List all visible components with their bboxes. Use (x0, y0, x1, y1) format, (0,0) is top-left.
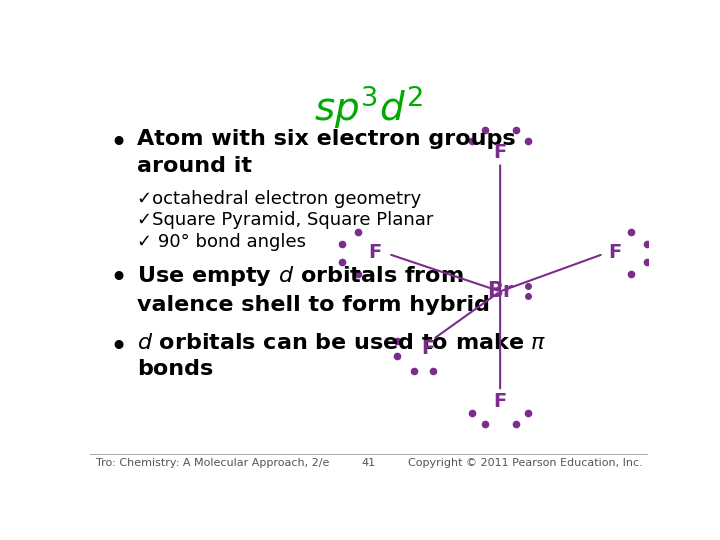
Text: F: F (608, 243, 621, 262)
Text: Atom with six electron groups
around it: Atom with six electron groups around it (138, 129, 516, 176)
Text: $d$ orbitals can be used to make $\pi$
bonds: $d$ orbitals can be used to make $\pi$ b… (138, 333, 547, 380)
Text: F: F (493, 392, 507, 411)
Text: •: • (109, 129, 127, 158)
Text: F: F (493, 143, 507, 161)
Text: F: F (368, 243, 381, 262)
Text: ✓Square Pyramid, Square Planar: ✓Square Pyramid, Square Planar (138, 211, 434, 229)
Text: •: • (109, 265, 127, 293)
Text: Use empty $d$ orbitals from
valence shell to form hybrid: Use empty $d$ orbitals from valence shel… (138, 265, 490, 315)
Text: ✓ 90° bond angles: ✓ 90° bond angles (138, 233, 307, 251)
Text: Br: Br (487, 281, 513, 301)
Text: $sp^3d^2$: $sp^3d^2$ (315, 84, 423, 131)
Text: 41: 41 (362, 458, 376, 468)
Text: F: F (421, 339, 434, 358)
Text: Copyright © 2011 Pearson Education, Inc.: Copyright © 2011 Pearson Education, Inc. (408, 458, 642, 468)
Text: •: • (109, 333, 127, 362)
Text: Tro: Chemistry: A Molecular Approach, 2/e: Tro: Chemistry: A Molecular Approach, 2/… (96, 458, 329, 468)
Text: ✓octahedral electron geometry: ✓octahedral electron geometry (138, 190, 422, 207)
